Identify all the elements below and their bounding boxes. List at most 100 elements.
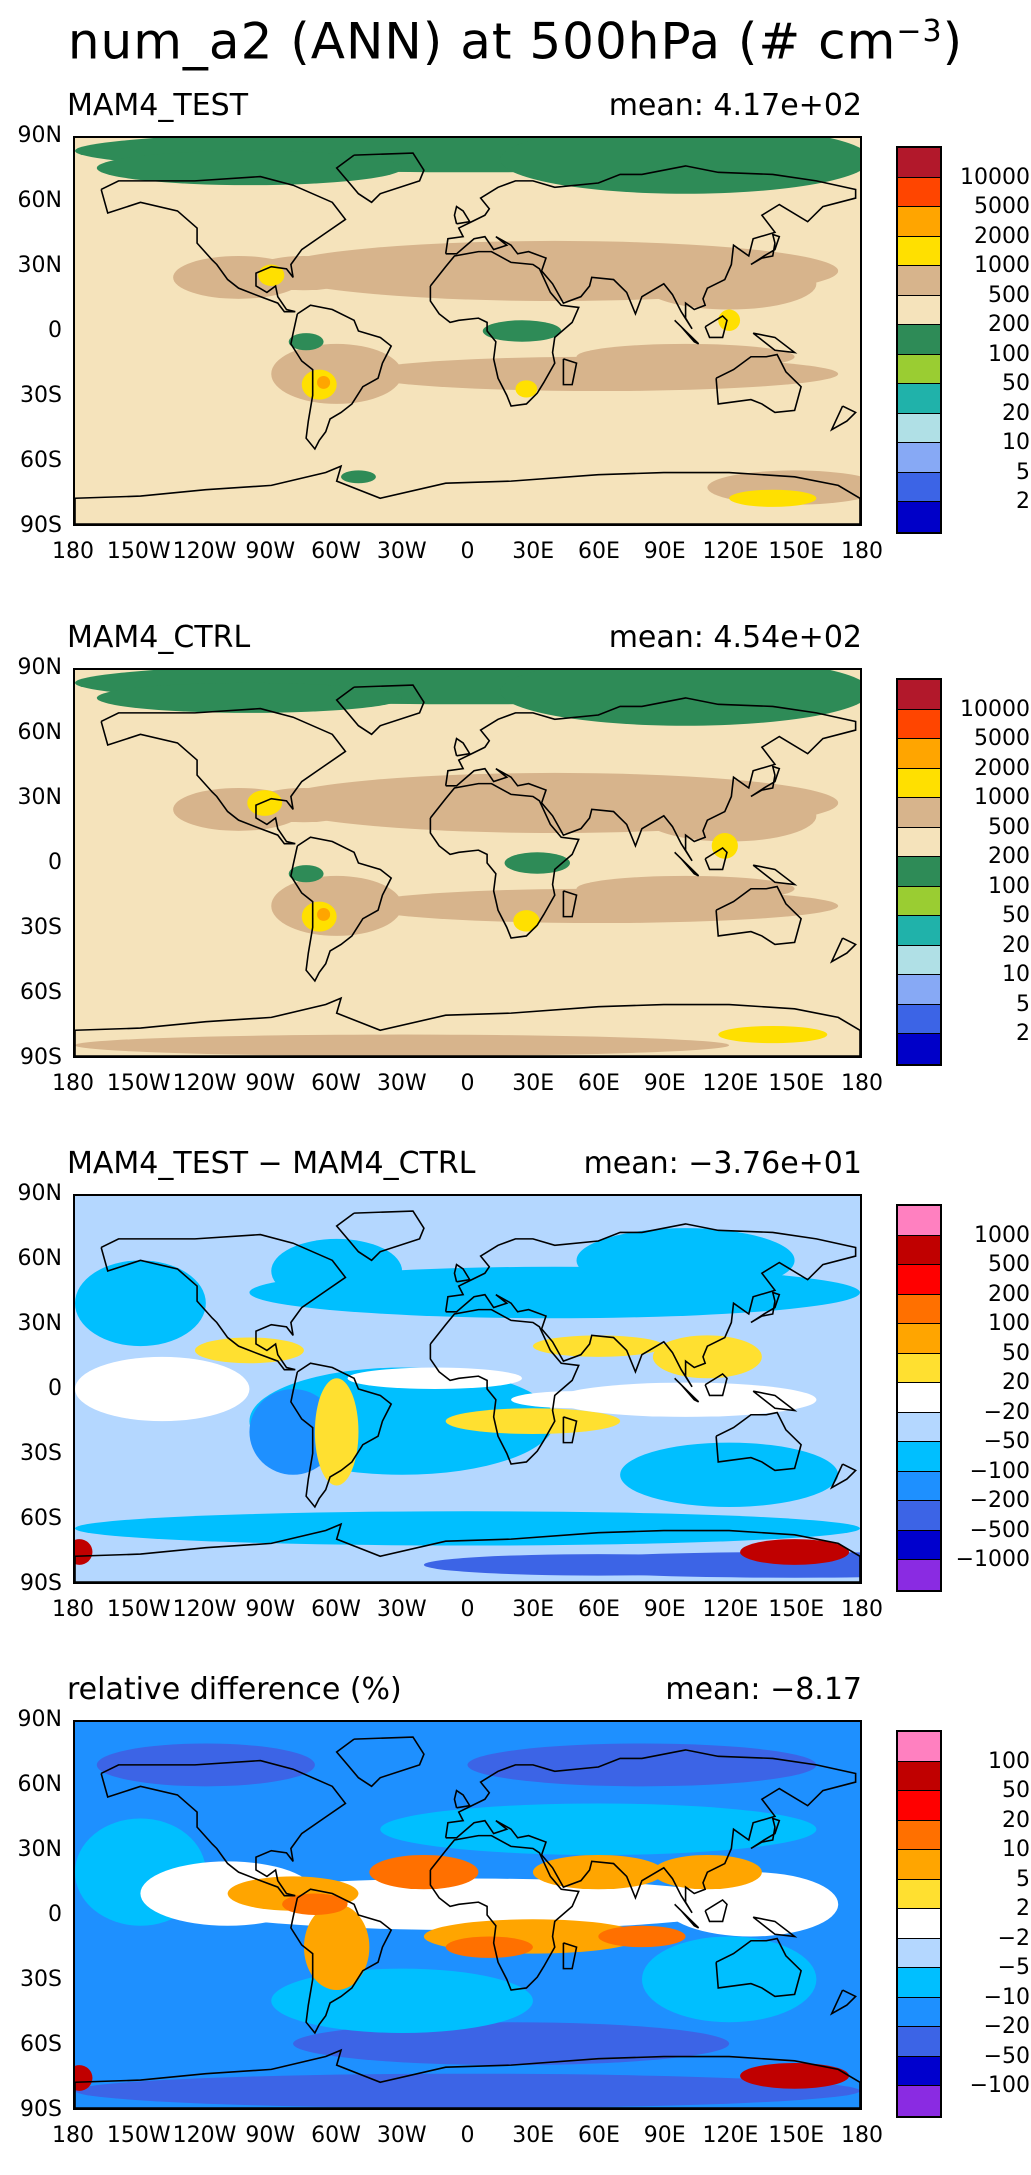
lon-tick-label: 90E: [643, 1597, 686, 1622]
colorbar-level-label: 50: [1002, 903, 1030, 929]
colorbar-swatch: [898, 1560, 940, 1590]
colorbar-level-label: 100: [988, 1748, 1030, 1774]
lon-tick-label: 150W: [106, 1597, 171, 1622]
coastline: [429, 782, 580, 939]
lat-tick-label: 90S: [20, 1571, 62, 1596]
colorbar-level-label: −20: [983, 2014, 1030, 2040]
contour-region: [317, 376, 331, 389]
coastline: [715, 353, 802, 414]
contour-region: [504, 852, 570, 874]
figure-title: num_a2 (ANN) at 500hPa (# cm−3): [0, 0, 1031, 74]
contour-region: [740, 1539, 850, 1565]
colorbar-swatch: [898, 2086, 940, 2116]
panel-title: MAM4_TEST: [67, 88, 249, 123]
colorbar-swatch: [898, 1034, 940, 1064]
lon-tick-label: 120E: [702, 1071, 759, 1096]
colorbar-level-label: 20: [1002, 1807, 1030, 1833]
colorbar-level-label: 200: [988, 1281, 1030, 1307]
coastline: [444, 1223, 857, 1388]
colorbar-level-label: −20: [983, 1399, 1030, 1425]
coastline: [704, 314, 728, 339]
lon-tick-label: 90E: [643, 2123, 686, 2148]
contour-region: [288, 333, 324, 351]
lat-tick-label: 90N: [17, 1707, 62, 1732]
colorbar-swatch: [898, 295, 940, 326]
colorbar-level-label: 50: [1002, 1778, 1030, 1804]
figure-title-text: num_a2 (ANN) at 500hPa (# cm: [67, 12, 897, 71]
coastline: [750, 765, 781, 798]
coastline: [562, 890, 578, 918]
colorbar-level-label: 5: [1016, 459, 1030, 485]
lat-tick-label: 90N: [17, 1181, 62, 1206]
colorbar-swatch: [898, 443, 940, 473]
lon-tick-label: 180: [52, 539, 94, 564]
lon-tick-label: 180: [52, 2123, 94, 2148]
coastline: [75, 996, 860, 1056]
contour-region: [620, 1442, 839, 1507]
colorbar-level-label: 1000: [974, 253, 1030, 279]
colorbar-swatch: [898, 1324, 940, 1354]
colorbar-level-label: −50: [983, 2043, 1030, 2069]
contour-region: [317, 908, 331, 921]
colorbar-swatch: [898, 886, 940, 917]
colorbar-level-label: 500: [988, 814, 1030, 840]
colorbar-level-label: 2: [1016, 489, 1030, 515]
colorbar-level-label: 1000: [974, 1222, 1030, 1248]
lon-tick-label: 120E: [702, 539, 759, 564]
contour-region: [288, 865, 324, 883]
lon-tick-label: 120W: [172, 539, 237, 564]
map-background: [75, 670, 860, 1056]
lon-tick-label: 120W: [172, 2123, 237, 2148]
coastline: [829, 1463, 857, 1490]
lon-tick-label: 180: [52, 1597, 94, 1622]
colorbar-level-label: 2: [1016, 1021, 1030, 1047]
lon-tick-label: 30E: [512, 539, 555, 564]
colorbar-swatch: [898, 325, 940, 355]
lon-tick-label: 150E: [768, 539, 825, 564]
contour-region: [515, 380, 538, 398]
colorbar-swatch: [898, 148, 940, 178]
contour-map: [73, 1720, 862, 2110]
colorbar-level-label: 10: [1002, 962, 1030, 988]
coastline: [562, 358, 578, 386]
contour-region: [75, 1356, 250, 1422]
coastline: [715, 1411, 802, 1472]
coastline: [335, 1736, 425, 1788]
colorbar-level-label: −100: [969, 1458, 1030, 1484]
coastline: [704, 1898, 728, 1923]
coastline: [715, 1937, 802, 1998]
coastline: [750, 1817, 781, 1850]
coastline: [429, 1308, 580, 1465]
colorbar-swatch: [898, 1530, 940, 1561]
colorbar-swatch: [898, 502, 940, 532]
lon-tick-label: 30W: [376, 2123, 427, 2148]
contour-region: [347, 1367, 523, 1389]
contour-region: [75, 1034, 730, 1056]
colorbar-swatch: [898, 207, 940, 237]
colorbar-level-label: 20: [1002, 400, 1030, 426]
coastline: [444, 697, 857, 862]
coastline: [453, 737, 471, 757]
lon-tick-label: 60E: [578, 2123, 620, 2148]
lat-tick-label: 30N: [17, 785, 62, 810]
lat-tick-label: 60N: [17, 1772, 62, 1797]
colorbar-swatch: [898, 1442, 940, 1472]
contour-region: [500, 138, 860, 194]
lon-tick-label: 90E: [643, 539, 686, 564]
coastline: [829, 937, 857, 964]
coastline: [704, 1372, 728, 1397]
colorbar-swatch: [898, 1501, 940, 1531]
colorbar: [896, 146, 942, 534]
contour-region: [641, 1936, 817, 2023]
contour-region: [75, 2073, 860, 2108]
coastline: [100, 1233, 347, 1371]
contour-region: [576, 343, 795, 370]
colorbar-swatch: [898, 857, 940, 887]
colorbar-swatch: [898, 945, 940, 976]
lat-tick-label: 0: [48, 850, 62, 875]
contour-region: [718, 1025, 828, 1044]
colorbar-swatch: [898, 916, 940, 946]
coastline: [453, 1263, 471, 1283]
lon-tick-label: 150E: [768, 1071, 825, 1096]
colorbar-swatch: [898, 1004, 940, 1035]
